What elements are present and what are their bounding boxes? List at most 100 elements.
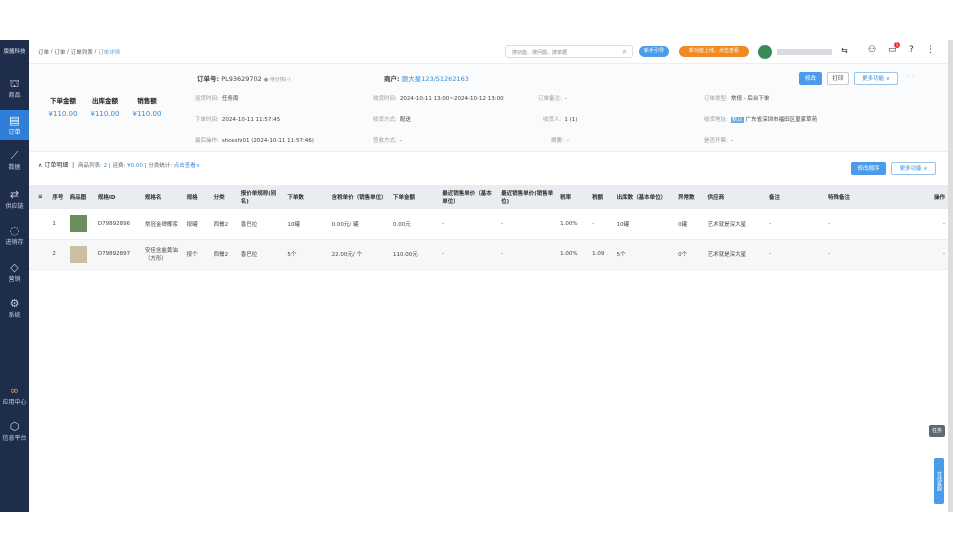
table-cell: - xyxy=(498,239,558,270)
table-cell: 香巴拉 xyxy=(237,209,285,240)
user-icon[interactable]: ⚇ xyxy=(868,45,877,55)
bag-icon: ⛫ xyxy=(9,77,20,90)
column-header: 税额 xyxy=(589,185,614,209)
guide-button[interactable]: 新手引导 xyxy=(639,46,669,57)
detail-more-button[interactable]: 更多功能 ∨ xyxy=(891,162,936,175)
field-last-op: 最后操作: shceshi01 (2024-10-11 11:57:46) xyxy=(195,138,314,144)
table-cell: - xyxy=(439,239,499,270)
sidebar-item-marketing[interactable]: ◇ 营销 xyxy=(0,262,29,284)
sidebar-item-goods[interactable]: ⛫ 商品 xyxy=(0,77,29,100)
customer: 商户: 跟大星123/S1262163 xyxy=(384,75,469,83)
prev-next-icon[interactable]: ‹ › xyxy=(907,72,915,80)
cell-image xyxy=(66,239,95,270)
chart-icon: ⟋ xyxy=(10,149,19,162)
column-header: 异常数 xyxy=(675,185,705,209)
field-recv-method: 收货方式: 配送 xyxy=(373,117,411,123)
order-no: 订单号: PL93629702 ● 待分拣(-) xyxy=(197,75,291,83)
scrollbar[interactable] xyxy=(948,40,953,512)
task-button[interactable]: 任务 xyxy=(929,425,945,437)
help-icon[interactable]: ? xyxy=(909,45,914,55)
column-header: 出库数（基本单位） xyxy=(613,185,676,209)
column-header: 规格名 xyxy=(141,185,184,209)
table-row: 1 D79892896 常冠金碑椰浆 按罐 西餐2 香巴拉 10罐 0.00元/ 罐 0.00元… xyxy=(29,209,948,240)
status-badge: ● 待分拣(-) xyxy=(263,77,291,83)
sidebar-item-orders[interactable]: ▤ 订单 xyxy=(0,110,29,140)
default-tag: 默认 xyxy=(730,117,744,123)
table-cell: 1.00% xyxy=(557,239,590,270)
column-header: 备注 xyxy=(766,185,825,209)
table-cell: 常冠金碑椰浆 xyxy=(141,209,184,240)
sidebar-item-info[interactable]: ⬡ 信息平台 xyxy=(0,420,29,443)
breadcrumb: 订单 / 订单 / 订单列表 / 订单详情 xyxy=(29,40,948,64)
column-header: 操作 xyxy=(898,185,948,209)
sidebar-item-data[interactable]: ⟋ 数据 xyxy=(0,149,29,172)
sidebar-item-system[interactable]: ⚙ 系统 xyxy=(0,297,29,320)
customer-link[interactable]: 跟大星123/S1262163 xyxy=(401,75,469,83)
table-cell: 香巴拉 xyxy=(237,239,285,270)
table-cell: - xyxy=(898,209,948,240)
detail-bar: ∧ 订单明细 | 商品列表: 2 | 运费: ¥0.00 | 分类统计: 点击查… xyxy=(38,162,200,169)
table-cell: 艺术就是深大星 xyxy=(704,209,767,240)
sidebar: 版酱科技 ⛫ 商品 ▤ 订单 ⟋ 数据 ⇄ 供应链 ◌ 进销存 ◇ 营销 ⚙ 系统 ∞ 应用中心… xyxy=(0,40,29,512)
field-receiver: 收货人: 1 (1) xyxy=(543,117,578,123)
avatar[interactable] xyxy=(758,45,772,59)
cube-icon: ⬡ xyxy=(9,420,20,433)
product-image[interactable] xyxy=(69,245,87,263)
table-cell: 10罐 xyxy=(613,209,676,240)
table-cell: 西餐2 xyxy=(210,209,238,240)
table-cell: 110.00元 xyxy=(390,239,440,270)
table-cell: 0罐 xyxy=(675,209,705,240)
notification-badge: 1 xyxy=(894,42,900,48)
sidebar-item-inventory[interactable]: ◌ 进销存 xyxy=(0,225,29,247)
new-feature-button[interactable]: 新功能上线，点击查看 xyxy=(679,46,749,57)
more-icon[interactable]: ⋮ xyxy=(926,45,935,55)
breadcrumb-item[interactable]: 订单 xyxy=(38,49,50,56)
breadcrumb-current: 订单详情 xyxy=(98,49,121,56)
table-cell: 按个 xyxy=(183,239,211,270)
supply-icon: ⇄ xyxy=(9,188,20,201)
column-settings-icon[interactable]: ≡ xyxy=(29,185,50,209)
column-header: 规格ID xyxy=(94,185,142,209)
category-link[interactable]: 点击查看 xyxy=(173,163,196,169)
field-ship-time: 运货时间: 任务周 xyxy=(195,96,239,102)
order-amount: 下单金额 ¥110.00 xyxy=(48,97,78,118)
breadcrumb-item[interactable]: 订单 xyxy=(54,49,66,56)
switch-icon[interactable]: ⇆ xyxy=(841,46,848,55)
column-header: 税率 xyxy=(557,185,590,209)
reorder-button[interactable]: 修改顺序 xyxy=(851,162,886,175)
column-header: 序号 xyxy=(49,185,67,209)
search-icon[interactable]: ⌕ xyxy=(622,47,627,56)
table-cell: 5个 xyxy=(284,239,329,270)
table-cell: - xyxy=(589,209,614,240)
table-cell: 0.00元/ 罐 xyxy=(328,209,391,240)
column-header: 报价单规称(别名) xyxy=(237,185,285,209)
order-header: 下单金额 ¥110.00 出库金额 ¥110.00 销售额 ¥110.00 订单号: … xyxy=(29,64,948,152)
app: 版酱科技 ⛫ 商品 ▤ 订单 ⟋ 数据 ⇄ 供应链 ◌ 进销存 ◇ 营销 ⚙ 系统 ∞ 应用中心… xyxy=(0,40,953,512)
print-button[interactable]: 打印 xyxy=(827,72,849,85)
table-cell: 安佳含盐黄油（方形） xyxy=(141,239,184,270)
column-header: 下单数 xyxy=(284,185,329,209)
breadcrumb-item[interactable]: 订单列表 xyxy=(70,49,93,56)
username-blurred[interactable] xyxy=(777,49,832,55)
cell-image xyxy=(66,209,95,240)
message-icon[interactable]: ▭ xyxy=(888,45,897,55)
table-cell: 1.09 xyxy=(589,239,614,270)
product-image[interactable] xyxy=(69,215,87,233)
column-header: 最近销售单价(销售单位) xyxy=(498,185,558,209)
table-cell: - xyxy=(766,209,825,240)
more-actions-button[interactable]: 更多功能 ∨ xyxy=(854,72,898,85)
sidebar-item-supply[interactable]: ⇄ 供应链 xyxy=(0,188,29,211)
order-icon: ▤ xyxy=(9,114,20,127)
field-recv-time: 收货时间: 2024-10-11 13:00~2024-10-12 13:00 xyxy=(373,96,504,102)
gear-icon: ⚙ xyxy=(9,297,20,310)
sidebar-item-apps[interactable]: ∞ 应用中心 xyxy=(0,384,29,407)
search-input[interactable]: 搜功能、搜问题、搜单据 ⌕ xyxy=(505,45,633,58)
table-cell: D79892896 xyxy=(94,209,142,240)
main-content: 订单 / 订单 / 订单列表 / 订单详情 搜功能、搜问题、搜单据 ⌕ 新手引导 … xyxy=(29,40,948,512)
apps-icon: ∞ xyxy=(9,384,20,397)
collapse-icon[interactable]: ∧ xyxy=(38,162,43,169)
table-cell: 5个 xyxy=(613,239,676,270)
edit-button[interactable]: 修改 xyxy=(799,72,822,85)
table-cell: D79892897 xyxy=(94,239,142,270)
online-service-button[interactable]: 在线客服 xyxy=(934,458,944,504)
